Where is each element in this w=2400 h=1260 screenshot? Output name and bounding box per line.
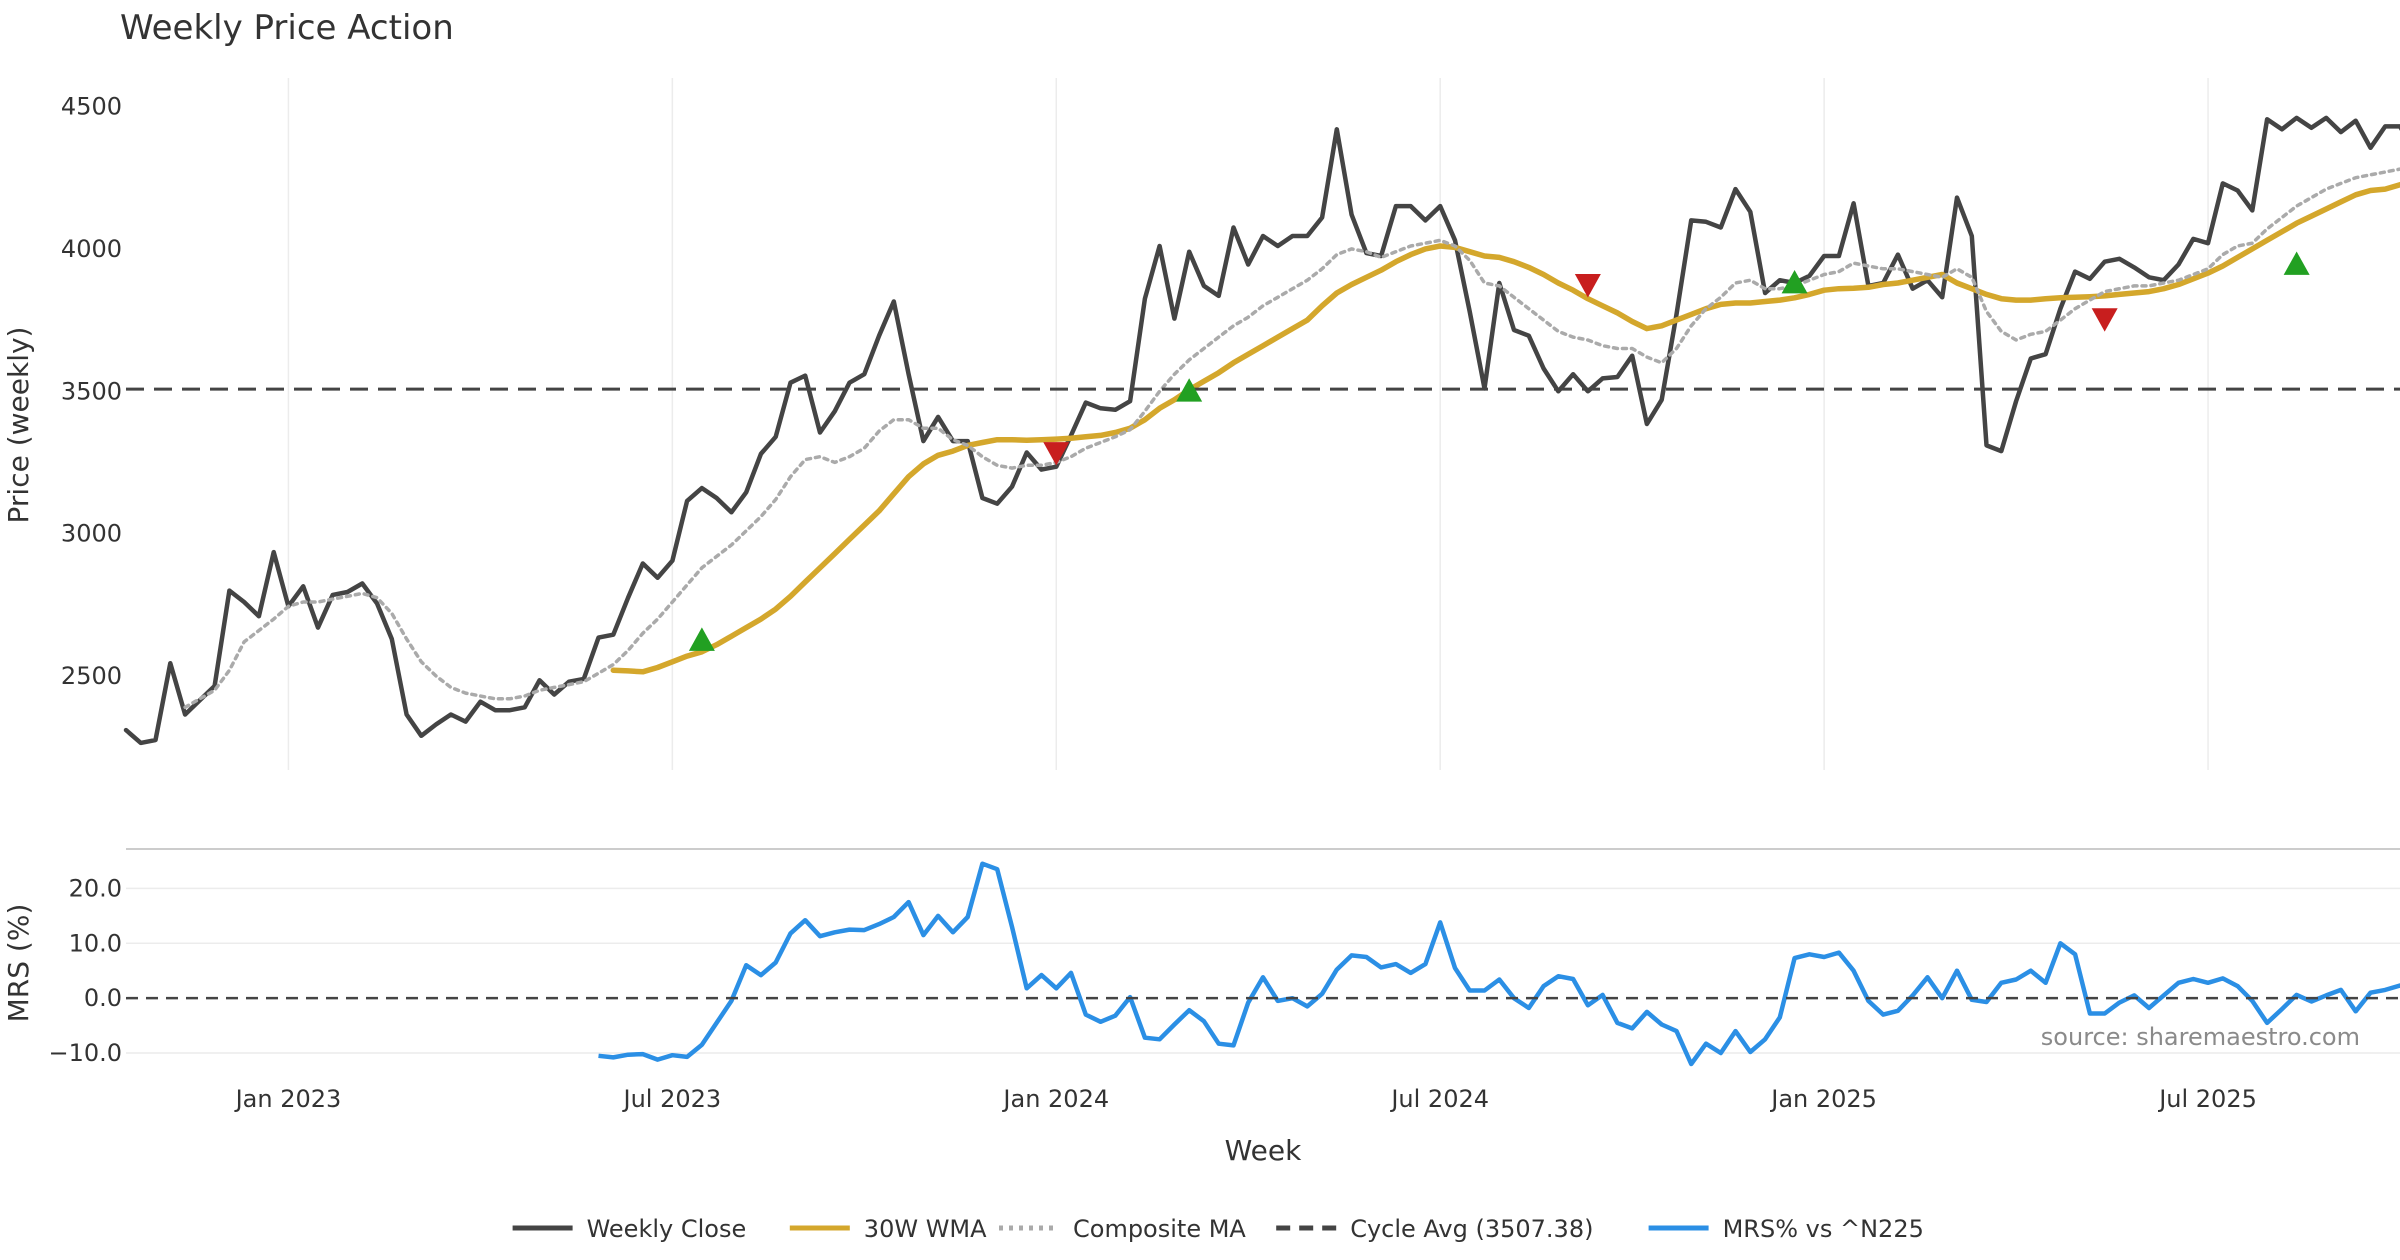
mrs-y-tick-label: 0.0 [84, 984, 122, 1012]
buy-signal-marker [2283, 251, 2310, 275]
legend-entry-label: MRS% vs ^N225 [1723, 1215, 1924, 1243]
mrs-line [598, 861, 2400, 1067]
sell-signal-marker [1043, 442, 1070, 466]
price-y-tick-label: 3500 [61, 377, 122, 405]
x-tick-label: Jul 2023 [622, 1085, 722, 1113]
wma-30w-line [610, 181, 2400, 675]
weekly-close-line [123, 115, 2400, 746]
legend-entry-label: 30W WMA [864, 1215, 987, 1243]
mrs-y-tick-label: 20.0 [69, 874, 122, 902]
legend: Weekly Close 30W WMA Composite MA Cycle Avg… [512, 1215, 1924, 1243]
x-tick-label: Jul 2025 [2157, 1085, 2257, 1113]
chart-title: Weekly Price Action [120, 8, 454, 48]
source-annotation: source: sharemaestro.com [2041, 1023, 2360, 1051]
x-tick-label: Jan 2024 [1001, 1085, 1109, 1113]
mrs-panel [126, 848, 2400, 1067]
legend-entry-label: Cycle Avg (3507.38) [1350, 1215, 1593, 1243]
sell-signal-marker [1574, 274, 1601, 298]
legend-entry-label: Composite MA [1073, 1215, 1246, 1243]
buy-signal-marker [1781, 270, 1808, 294]
mrs-y-axis-label: MRS (%) [2, 904, 35, 1023]
price-y-tick-label: 4000 [61, 235, 122, 263]
axes: Jan 2023 Jul 2023 Jan 2024 Jul 2024 Jan 2025… [48, 92, 2256, 1113]
grid [126, 78, 2400, 1054]
sell-signal-marker [2091, 308, 2118, 332]
composite-ma-line [183, 167, 2400, 710]
x-tick-label: Jul 2024 [1389, 1085, 1489, 1113]
legend-entry-label: Weekly Close [587, 1215, 747, 1243]
price-y-tick-label: 3000 [61, 520, 122, 548]
buy-signal-marker [688, 627, 715, 651]
price-y-tick-label: 4500 [61, 92, 122, 120]
x-tick-label: Jan 2023 [234, 1085, 342, 1113]
x-tick-label: Jan 2025 [1769, 1085, 1877, 1113]
price-y-axis-label: Price (weekly) [2, 327, 35, 524]
buy-signal-marker [1176, 378, 1203, 402]
mrs-y-tick-label: −10.0 [48, 1039, 122, 1067]
mrs-y-tick-label: 10.0 [69, 929, 122, 957]
price-y-tick-label: 2500 [61, 662, 122, 690]
x-axis-label: Week [1225, 1134, 1302, 1167]
price-panel [123, 115, 2400, 746]
